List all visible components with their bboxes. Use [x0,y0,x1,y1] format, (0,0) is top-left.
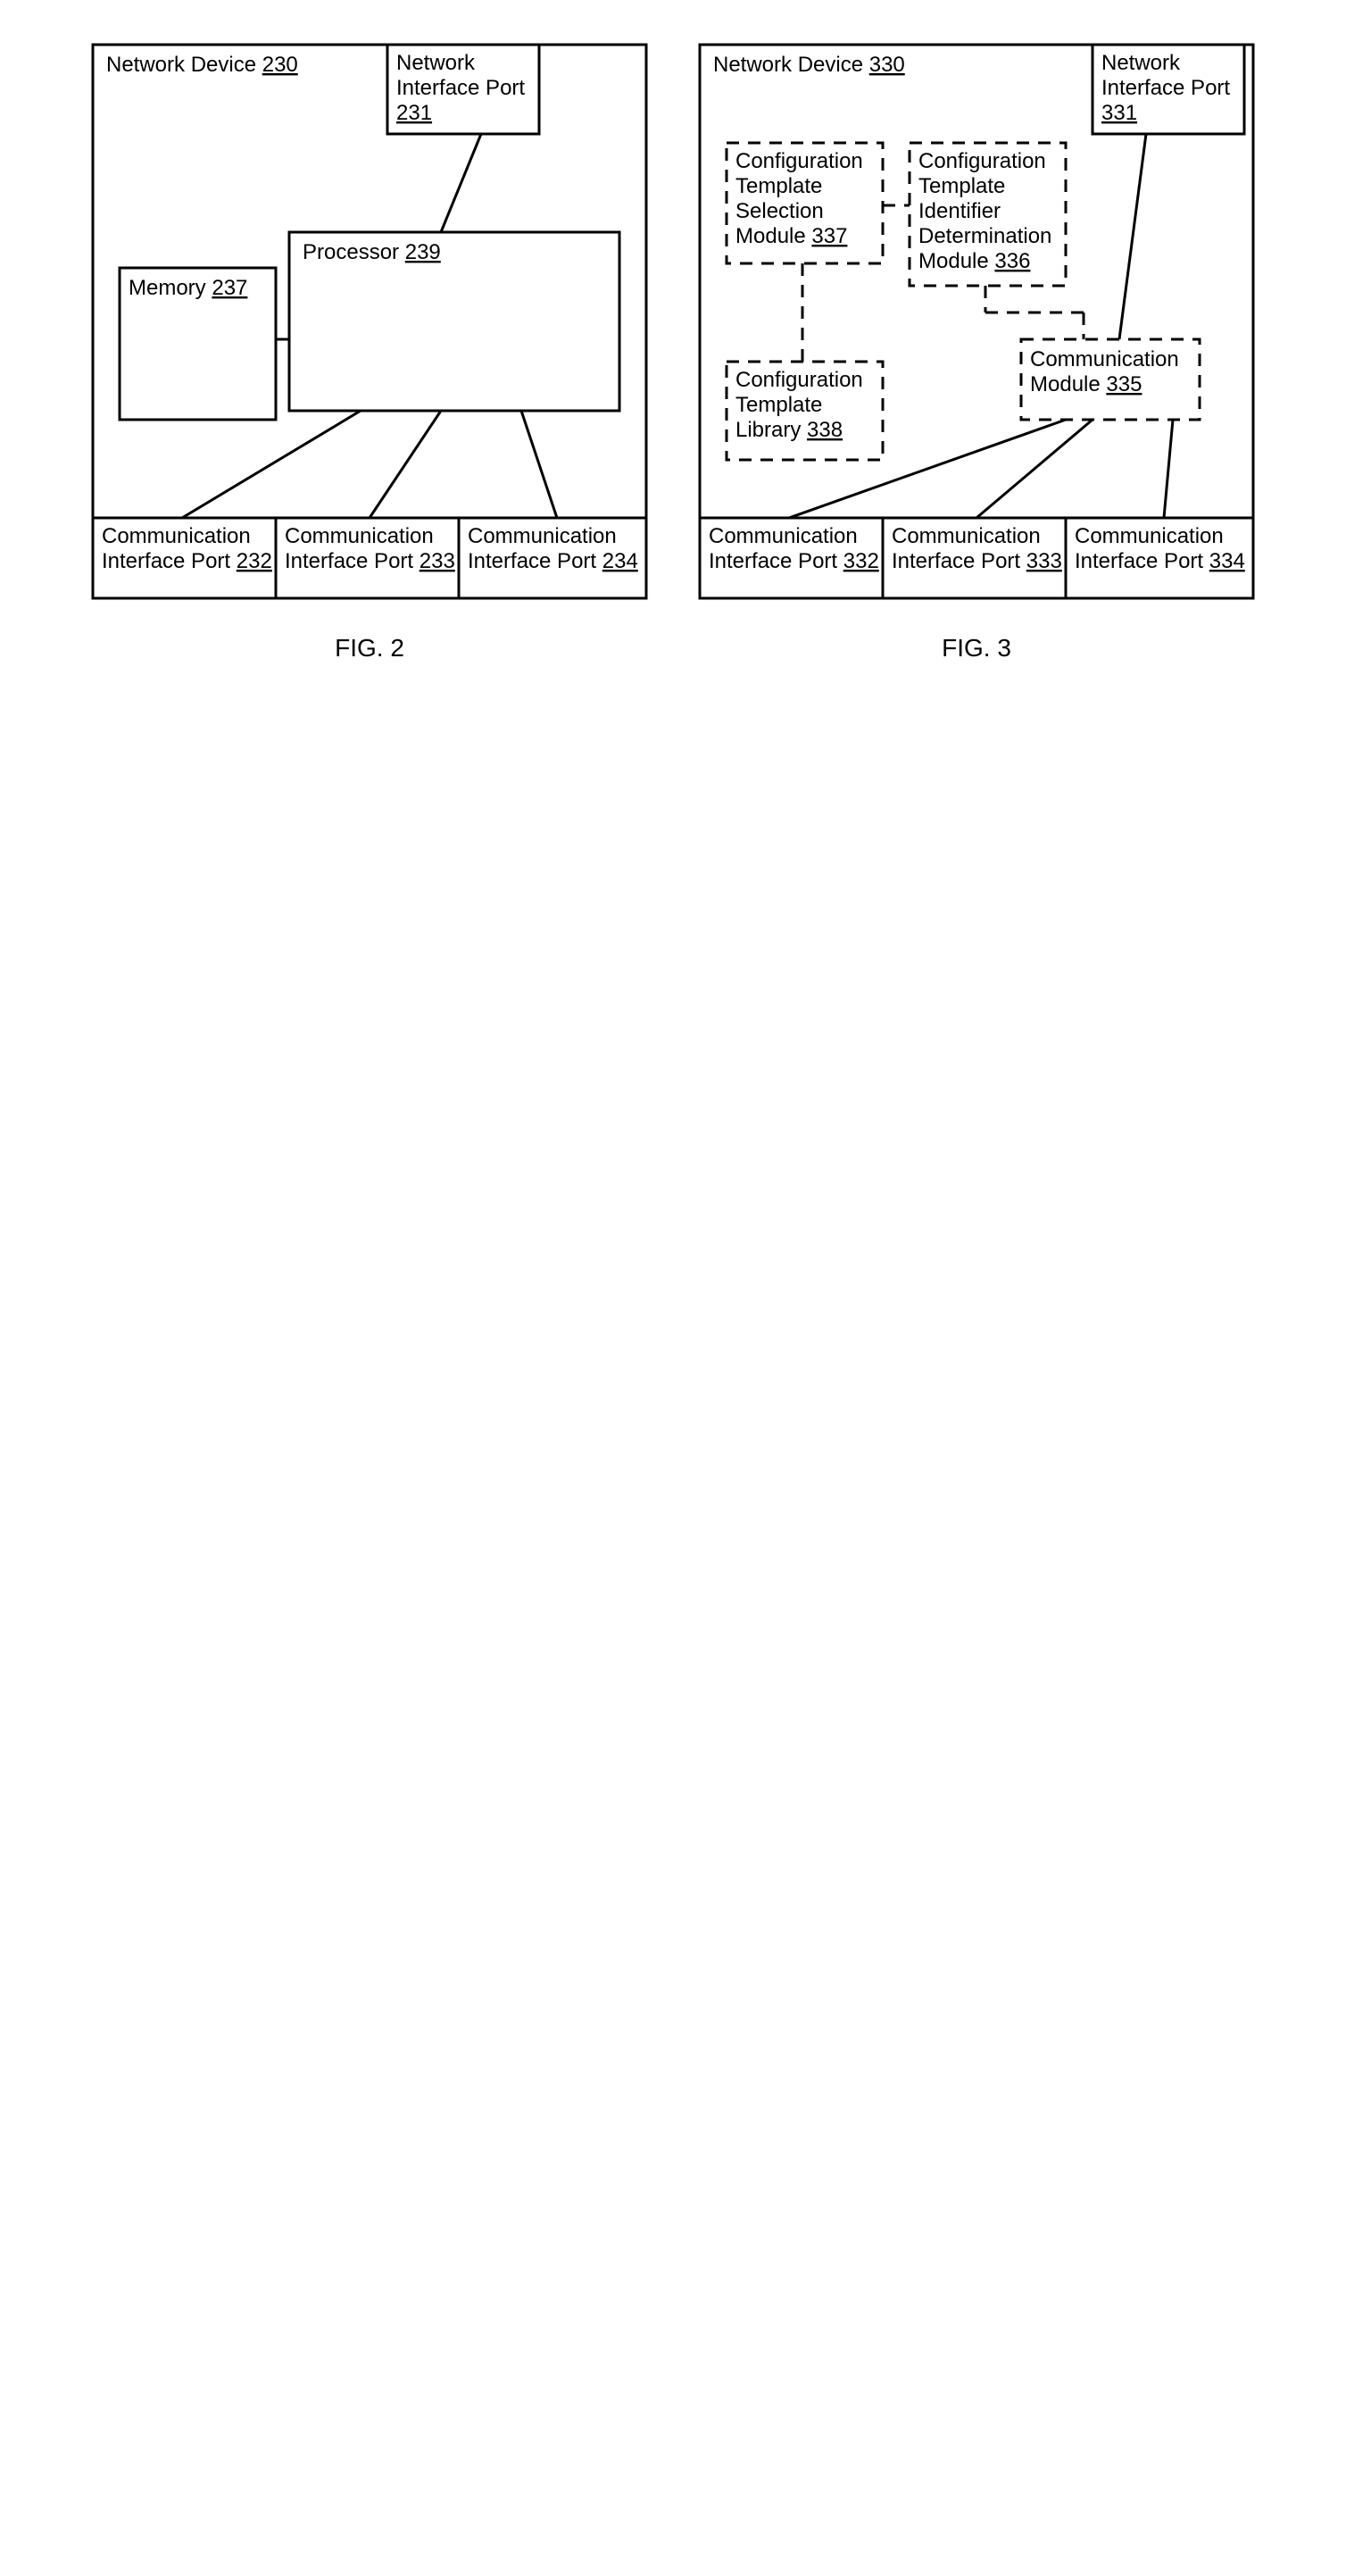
mod337-l1: Configuration [735,149,863,173]
cip2-l2: Interface Port 333 [892,549,1062,573]
figure-3-svg: Network Device 330 Network Interface Por… [691,36,1262,607]
processor-label: Processor 239 [303,240,441,264]
mod337-l3: Selection [735,199,824,223]
figure-3-caption: FIG. 3 [942,634,1011,663]
mod336-l3: Identifier [918,199,1001,223]
mod336-l1: Configuration [918,149,1046,173]
nip-ref: 231 [396,101,432,125]
figure-2: Network Device 230 Network Interface Por… [84,36,655,663]
cip3-l1: Communication [1075,524,1224,548]
mod336-l4: Determination [918,224,1051,248]
cip2-l1: Communication [285,524,434,548]
figure-2-caption: FIG. 2 [335,634,404,663]
mod338-l2: Template [735,393,822,417]
nip-l2: Interface Port [1101,76,1230,100]
cip3-l1: Communication [468,524,617,548]
device-label: Network Device 230 [106,53,298,77]
figure-3: Network Device 330 Network Interface Por… [691,36,1262,663]
device-label: Network Device 330 [713,53,905,77]
mod336-l5: Module 336 [918,249,1030,273]
nip-ref: 331 [1101,101,1137,125]
cip1-l2: Interface Port 332 [709,549,879,573]
cip1-l1: Communication [709,524,858,548]
nip-l1: Network [1101,51,1181,75]
nip-l1: Network [396,51,476,75]
mod338-l3: Library 338 [735,418,843,442]
cip3-l2: Interface Port 334 [1075,549,1245,573]
mod335-l1: Communication [1030,347,1179,371]
cip3-l2: Interface Port 234 [468,549,638,573]
cip2-l2: Interface Port 233 [285,549,455,573]
mod336-l2: Template [918,174,1005,198]
mod338-l1: Configuration [735,368,863,392]
figure-2-svg: Network Device 230 Network Interface Por… [84,36,655,607]
mod337-l2: Template [735,174,822,198]
figures-row: Network Device 230 Network Interface Por… [84,36,1262,663]
cip2-l1: Communication [892,524,1041,548]
cip1-l2: Interface Port 232 [102,549,272,573]
mod337-l4: Module 337 [735,224,847,248]
nip-l2: Interface Port [396,76,525,100]
mod335-l2: Module 335 [1030,372,1142,396]
cip1-l1: Communication [102,524,251,548]
memory-label: Memory 237 [129,276,247,300]
